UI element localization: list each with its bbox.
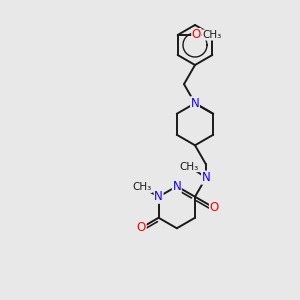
Text: O: O xyxy=(192,28,201,41)
Text: O: O xyxy=(137,221,146,234)
Text: N: N xyxy=(190,97,200,110)
Text: O: O xyxy=(209,201,219,214)
Text: N: N xyxy=(202,171,210,184)
Text: CH₃: CH₃ xyxy=(180,162,199,172)
Text: N: N xyxy=(154,190,163,203)
Text: CH₃: CH₃ xyxy=(202,30,221,40)
Text: CH₃: CH₃ xyxy=(133,182,152,192)
Text: N: N xyxy=(172,180,181,193)
